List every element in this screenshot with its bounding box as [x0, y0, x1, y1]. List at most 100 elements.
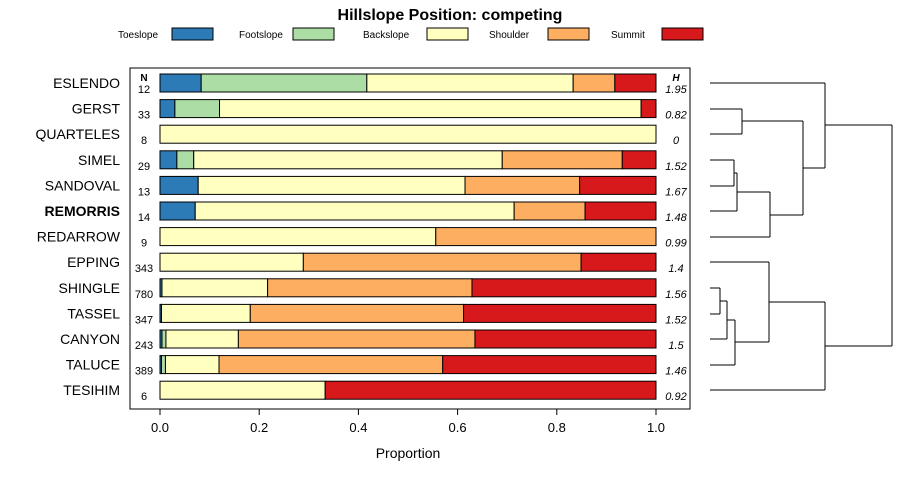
x-axis: 0.0 0.2 0.4 0.6 0.8 1.0	[151, 409, 665, 435]
n-value-simel: 29	[138, 161, 150, 173]
n-value-tassel: 347	[135, 314, 153, 326]
row-label-quarteles: QUARTELES	[35, 126, 120, 142]
h-value-shingle: 1.56	[665, 289, 687, 301]
chart-title: Hillslope Position: competing	[338, 7, 563, 24]
bar-gerst-footslope	[174, 99, 221, 119]
bar-remorris-shoulder	[513, 201, 586, 221]
bar-tesihim-summit	[324, 380, 657, 400]
bar-eslendo-summit	[614, 73, 657, 93]
legend-swatch-footslope	[292, 27, 335, 41]
bar-eslendo-footslope	[200, 73, 368, 93]
n-header: N	[140, 73, 147, 84]
row-label-redarrow: REDARROW	[37, 229, 121, 245]
n-value-eslendo: 12	[138, 84, 150, 96]
x-tick-label-2: 0.4	[349, 420, 367, 435]
legend-swatch-toeslope	[171, 27, 214, 41]
bar-epping-summit	[580, 252, 657, 272]
row-label-gerst: GERST	[72, 101, 121, 117]
x-tick-label-4: 0.8	[548, 420, 566, 435]
bar-shingle-backslope	[161, 278, 269, 298]
n-value-taluce: 389	[135, 366, 153, 378]
n-value-redarrow: 9	[141, 238, 147, 250]
bar-sandoval-toeslope	[159, 175, 199, 195]
bar-quarteles-backslope	[159, 124, 657, 144]
legend-label-backslope: Backslope	[363, 30, 410, 41]
bar-sandoval-summit	[579, 175, 657, 195]
bar-tassel-summit	[463, 303, 657, 323]
n-value-quarteles: 8	[141, 135, 147, 147]
bar-epping-backslope	[159, 252, 304, 272]
bar-tassel-backslope	[160, 303, 251, 323]
bar-gerst-backslope	[219, 99, 642, 119]
n-value-canyon: 243	[135, 340, 153, 352]
bar-sandoval-shoulder	[464, 175, 581, 195]
x-axis-label: Proportion	[376, 445, 441, 461]
row-label-shingle: SHINGLE	[59, 280, 120, 296]
bar-shingle-shoulder	[267, 278, 473, 298]
bar-eslendo-shoulder	[572, 73, 616, 93]
bar-eslendo-toeslope	[159, 73, 202, 93]
x-tick-label-5: 1.0	[647, 420, 665, 435]
row-label-remorris: REMORRIS	[45, 203, 120, 219]
row-label-sandoval: SANDOVAL	[45, 177, 120, 193]
h-value-eslendo: 1.95	[665, 84, 687, 96]
h-value-sandoval: 1.67	[665, 186, 687, 198]
x-tick-label-0: 0.0	[151, 420, 169, 435]
legend-label-summit: Summit	[611, 30, 645, 41]
n-value-shingle: 780	[135, 289, 153, 301]
legend-swatch-backslope	[426, 27, 469, 41]
bar-sandoval-backslope	[197, 175, 466, 195]
bar-epping-shoulder	[302, 252, 582, 272]
row-label-eslendo: ESLENDO	[53, 75, 120, 91]
bar-simel-toeslope	[159, 150, 178, 170]
bar-rows: ESLENDO 12 1.95 GERST 33 0.82 QUARTELES 8 0 SIMEL…	[35, 73, 688, 403]
bar-remorris-summit	[584, 201, 657, 221]
bar-redarrow-backslope	[159, 227, 437, 247]
n-value-sandoval: 13	[138, 186, 150, 198]
h-value-remorris: 1.48	[665, 212, 687, 224]
h-value-tassel: 1.52	[665, 314, 686, 326]
bar-shingle-summit	[471, 278, 657, 298]
bar-canyon-shoulder	[237, 329, 476, 349]
bar-tesihim-backslope	[159, 380, 326, 400]
row-label-taluce: TALUCE	[66, 357, 120, 373]
bar-canyon-backslope	[165, 329, 239, 349]
row-label-canyon: CANYON	[60, 331, 120, 347]
bar-eslendo-backslope	[366, 73, 574, 93]
bar-taluce-footslope	[160, 355, 166, 375]
h-value-taluce: 1.46	[665, 366, 687, 378]
bar-canyon-summit	[474, 329, 657, 349]
h-value-canyon: 1.5	[668, 340, 684, 352]
bar-simel-shoulder	[501, 150, 623, 170]
legend-swatch-shoulder	[547, 27, 590, 41]
legend-label-toeslope: Toeslope	[118, 30, 158, 41]
legend-label-footslope: Footslope	[239, 30, 283, 41]
n-value-remorris: 14	[138, 212, 150, 224]
row-label-epping: EPPING	[67, 254, 120, 270]
legend-swatch-summit	[661, 27, 704, 41]
h-value-quarteles: 0	[673, 135, 680, 147]
row-label-simel: SIMEL	[78, 152, 120, 168]
row-label-tassel: TASSEL	[67, 305, 120, 321]
h-value-tesihim: 0.92	[665, 391, 686, 403]
bar-remorris-backslope	[194, 201, 515, 221]
dendrogram	[710, 82, 893, 391]
bar-simel-backslope	[193, 150, 503, 170]
bar-gerst-toeslope	[159, 99, 176, 119]
bar-taluce-backslope	[164, 355, 220, 375]
legend: Toeslope Footslope Backslope Shoulder Summit	[118, 27, 704, 41]
bar-remorris-toeslope	[159, 201, 196, 221]
row-label-tesihim: TESIHIM	[63, 382, 120, 398]
bar-tassel-shoulder	[249, 303, 465, 323]
h-header: H	[672, 73, 680, 84]
bar-taluce-shoulder	[218, 355, 444, 375]
bar-simel-summit	[621, 150, 657, 170]
bar-simel-footslope	[176, 150, 195, 170]
n-value-gerst: 33	[138, 110, 150, 122]
h-value-epping: 1.4	[668, 263, 683, 275]
n-value-epping: 343	[135, 263, 153, 275]
x-tick-label-3: 0.6	[449, 420, 467, 435]
plot-frame	[129, 67, 691, 410]
h-value-redarrow: 0.99	[665, 238, 686, 250]
